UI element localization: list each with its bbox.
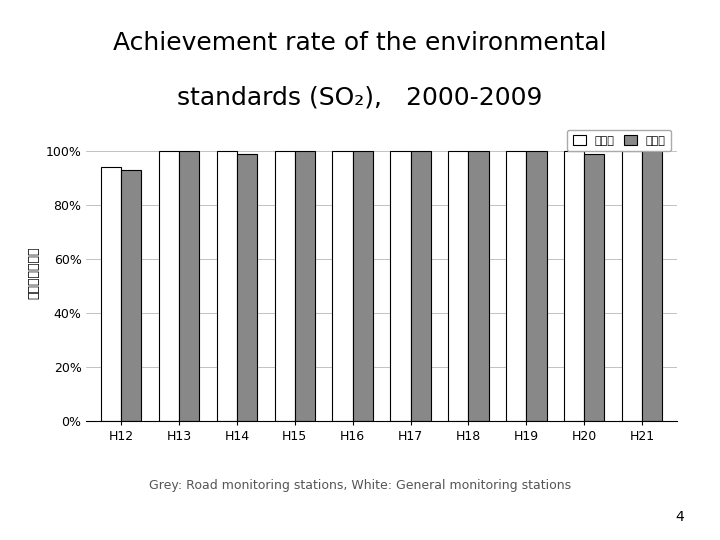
Bar [333,151,353,421]
Bar [622,151,642,421]
Bar [642,151,662,421]
Text: 4: 4 [675,510,684,524]
Bar [526,151,546,421]
Bar [158,151,179,421]
Bar [584,154,605,421]
Bar [274,151,294,421]
Bar [469,151,489,421]
Y-axis label: 環境基準達成率: 環境基準達成率 [27,246,40,299]
Bar [237,154,257,421]
Bar [448,151,469,421]
Text: Achievement rate of the environmental: Achievement rate of the environmental [113,31,607,55]
Bar [564,151,584,421]
Bar [294,151,315,421]
Bar [121,170,141,421]
Bar [217,151,237,421]
Bar [179,151,199,421]
Bar [506,151,526,421]
Text: Grey: Road monitoring stations, White: General monitoring stations: Grey: Road monitoring stations, White: G… [149,480,571,492]
Legend: 一般局, 自排局: 一般局, 自排局 [567,130,671,151]
Bar [390,151,410,421]
Bar [353,151,373,421]
Bar [101,167,121,421]
Text: standards (SO₂),   2000-2009: standards (SO₂), 2000-2009 [177,85,543,109]
Bar [410,151,431,421]
